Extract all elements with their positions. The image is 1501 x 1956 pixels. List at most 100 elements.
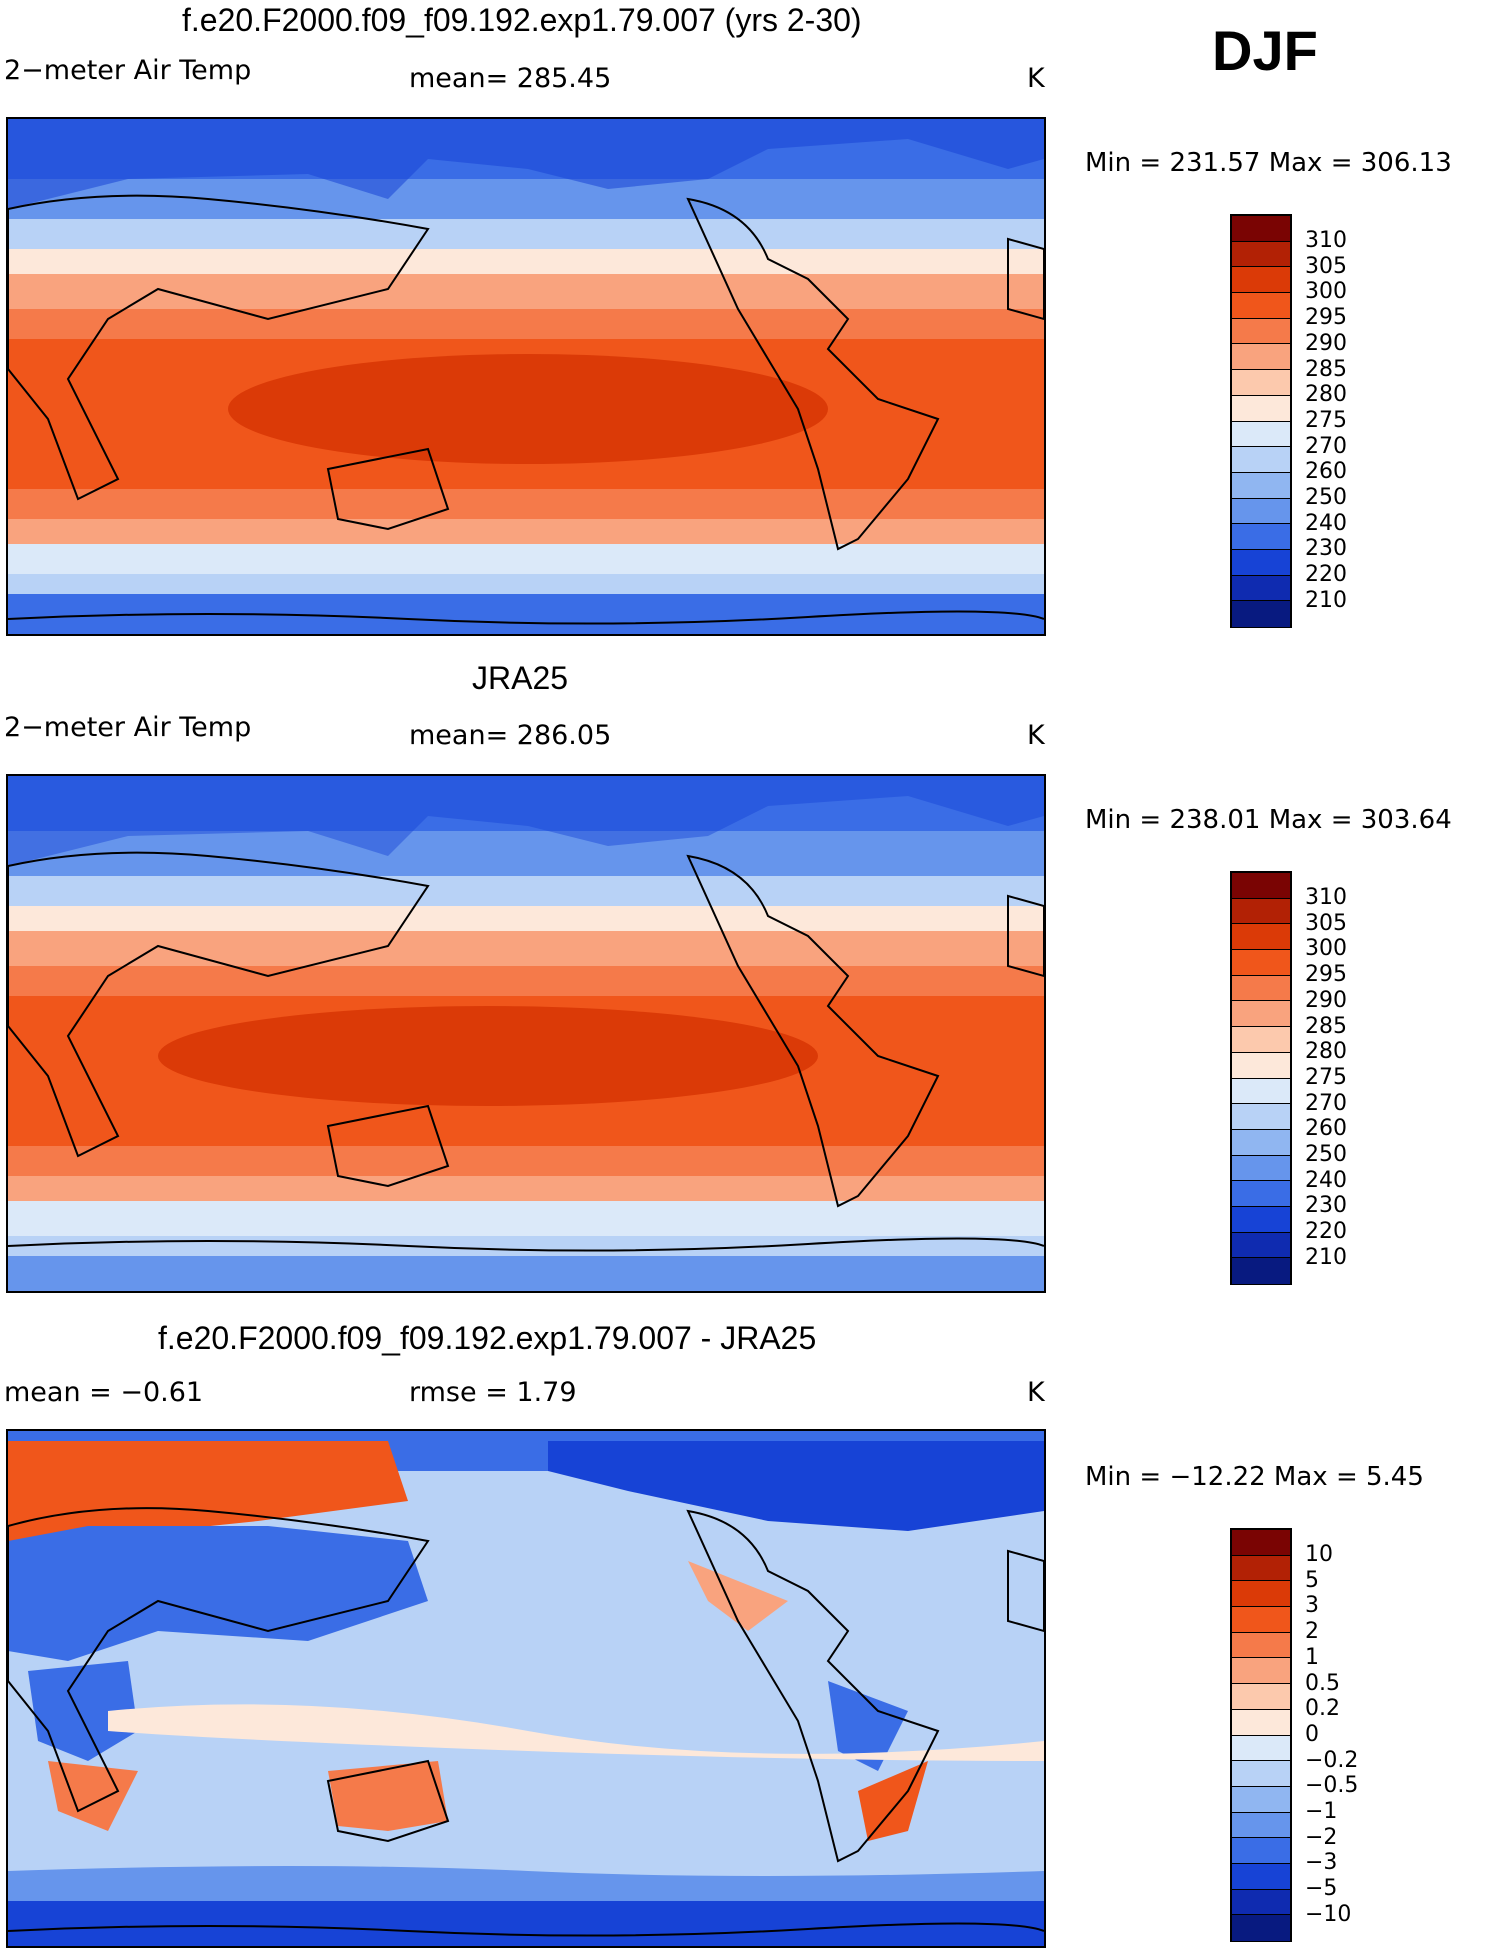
colorbar-1-swatch: [1232, 549, 1290, 576]
colorbar-label: 1: [1305, 1644, 1319, 1670]
colorbar-3-swatch: [1232, 1555, 1290, 1582]
colorbar-label: 240: [1305, 1167, 1347, 1193]
colorbar-1-swatch: [1232, 216, 1290, 242]
colorbar-label: −10: [1305, 1901, 1352, 1927]
colorbar-label: 3: [1305, 1593, 1319, 1619]
panel-1-colorbar-labels: 310 305 300 295 290 285 280 275 270 260 …: [1305, 228, 1347, 614]
colorbar-1-swatch: [1232, 241, 1290, 268]
colorbar-1-swatch: [1232, 524, 1290, 550]
colorbar-3-swatch: [1232, 1761, 1290, 1787]
colorbar-2-swatch: [1232, 1232, 1290, 1259]
colorbar-label: −0.5: [1305, 1773, 1359, 1799]
panel-3-title: f.e20.F2000.f09_f09.192.exp1.79.007 - JR…: [158, 1320, 817, 1356]
colorbar-1-swatch: [1232, 344, 1290, 371]
colorbar-label: 275: [1305, 1064, 1347, 1090]
colorbar-label: 220: [1305, 1219, 1347, 1245]
colorbar-label: 250: [1305, 485, 1347, 511]
colorbar-label: 210: [1305, 1244, 1347, 1270]
colorbar-2-swatch: [1232, 950, 1290, 976]
colorbar-label: 230: [1305, 1193, 1347, 1219]
colorbar-label: 300: [1305, 279, 1347, 305]
colorbar-2-swatch: [1232, 1104, 1290, 1130]
colorbar-label: 270: [1305, 433, 1347, 459]
colorbar-label: 305: [1305, 910, 1347, 936]
panel-2-mean-label: mean= 286.05: [409, 720, 612, 751]
colorbar-2-swatch: [1232, 1155, 1290, 1182]
colorbar-2-swatch: [1232, 1027, 1290, 1053]
colorbar-3-swatch: [1232, 1915, 1290, 1941]
panel-3-colorbar-labels: 10 5 3 2 1 0.5 0.2 0 −0.2 −0.5 −1 −2 −3 …: [1305, 1542, 1358, 1928]
panel-3-units-label: K: [1027, 1377, 1045, 1408]
panel-1-units-label: K: [1027, 63, 1045, 94]
colorbar-label: −0.2: [1305, 1747, 1359, 1773]
colorbar-1-swatch: [1232, 447, 1290, 473]
panel-2-title: JRA25: [472, 660, 569, 696]
colorbar-label: 2: [1305, 1619, 1319, 1645]
panel-3-minmax-label: Min = −12.22 Max = 5.45: [1085, 1462, 1424, 1492]
colorbar-label: 285: [1305, 356, 1347, 382]
colorbar-label: 250: [1305, 1142, 1347, 1168]
panel-2-colorbar: [1230, 871, 1292, 1285]
colorbar-2-swatch: [1232, 1078, 1290, 1105]
colorbar-label: −3: [1305, 1850, 1338, 1876]
colorbar-label: 275: [1305, 407, 1347, 433]
colorbar-1-swatch: [1232, 601, 1290, 627]
colorbar-label: 295: [1305, 962, 1347, 988]
colorbar-1-swatch: [1232, 395, 1290, 422]
panel-1-map: [6, 117, 1046, 636]
colorbar-label: 280: [1305, 1039, 1347, 1065]
colorbar-label: −5: [1305, 1876, 1338, 1902]
colorbar-label: 260: [1305, 459, 1347, 485]
colorbar-3-swatch: [1232, 1709, 1290, 1736]
colorbar-label: 240: [1305, 510, 1347, 536]
colorbar-3-swatch: [1232, 1812, 1290, 1839]
colorbar-1-swatch: [1232, 293, 1290, 319]
colorbar-3-swatch: [1232, 1607, 1290, 1633]
colorbar-2-swatch: [1232, 924, 1290, 951]
panel-3-map-svg: [8, 1431, 1044, 1946]
colorbar-2-swatch: [1232, 1129, 1290, 1156]
colorbar-label: −2: [1305, 1824, 1338, 1850]
colorbar-label: 290: [1305, 330, 1347, 356]
panel-3-rmse-label: rmse = 1.79: [409, 1377, 577, 1408]
colorbar-3-swatch: [1232, 1786, 1290, 1813]
colorbar-1-swatch: [1232, 421, 1290, 448]
colorbar-3-swatch: [1232, 1735, 1290, 1762]
colorbar-3-swatch: [1232, 1530, 1290, 1556]
colorbar-label: 280: [1305, 382, 1347, 408]
colorbar-2-swatch: [1232, 1206, 1290, 1233]
season-label: DJF: [1212, 19, 1318, 82]
colorbar-1-swatch: [1232, 575, 1290, 602]
colorbar-3-swatch: [1232, 1889, 1290, 1916]
colorbar-label: 0.5: [1305, 1670, 1340, 1696]
colorbar-label: 290: [1305, 987, 1347, 1013]
colorbar-label: 220: [1305, 562, 1347, 588]
colorbar-label: 0: [1305, 1721, 1319, 1747]
colorbar-3-swatch: [1232, 1863, 1290, 1890]
colorbar-label: −1: [1305, 1799, 1338, 1825]
panel-3-map: [6, 1429, 1046, 1948]
colorbar-1-swatch: [1232, 318, 1290, 345]
colorbar-2-swatch: [1232, 1001, 1290, 1028]
panel-1-colorbar: [1230, 214, 1292, 628]
colorbar-label: 310: [1305, 885, 1347, 910]
panel-2-colorbar-labels: 310 305 300 295 290 285 280 275 270 260 …: [1305, 885, 1347, 1271]
colorbar-3-swatch: [1232, 1838, 1290, 1864]
colorbar-label: 295: [1305, 305, 1347, 331]
colorbar-label: 285: [1305, 1013, 1347, 1039]
panel-3-colorbar: [1230, 1528, 1292, 1942]
colorbar-3-swatch: [1232, 1632, 1290, 1659]
colorbar-3-swatch: [1232, 1658, 1290, 1685]
colorbar-3-swatch: [1232, 1581, 1290, 1608]
panel-1-variable-label: 2−meter Air Temp: [4, 55, 252, 86]
colorbar-3-swatch: [1232, 1684, 1290, 1710]
colorbar-label: 260: [1305, 1116, 1347, 1142]
colorbar-label: 270: [1305, 1090, 1347, 1116]
colorbar-1-swatch: [1232, 267, 1290, 294]
colorbar-2-swatch: [1232, 1181, 1290, 1207]
colorbar-label: 300: [1305, 936, 1347, 962]
panel-2-map-svg: [8, 776, 1044, 1291]
colorbar-2-swatch: [1232, 898, 1290, 925]
colorbar-1-swatch: [1232, 498, 1290, 525]
colorbar-label: 230: [1305, 536, 1347, 562]
